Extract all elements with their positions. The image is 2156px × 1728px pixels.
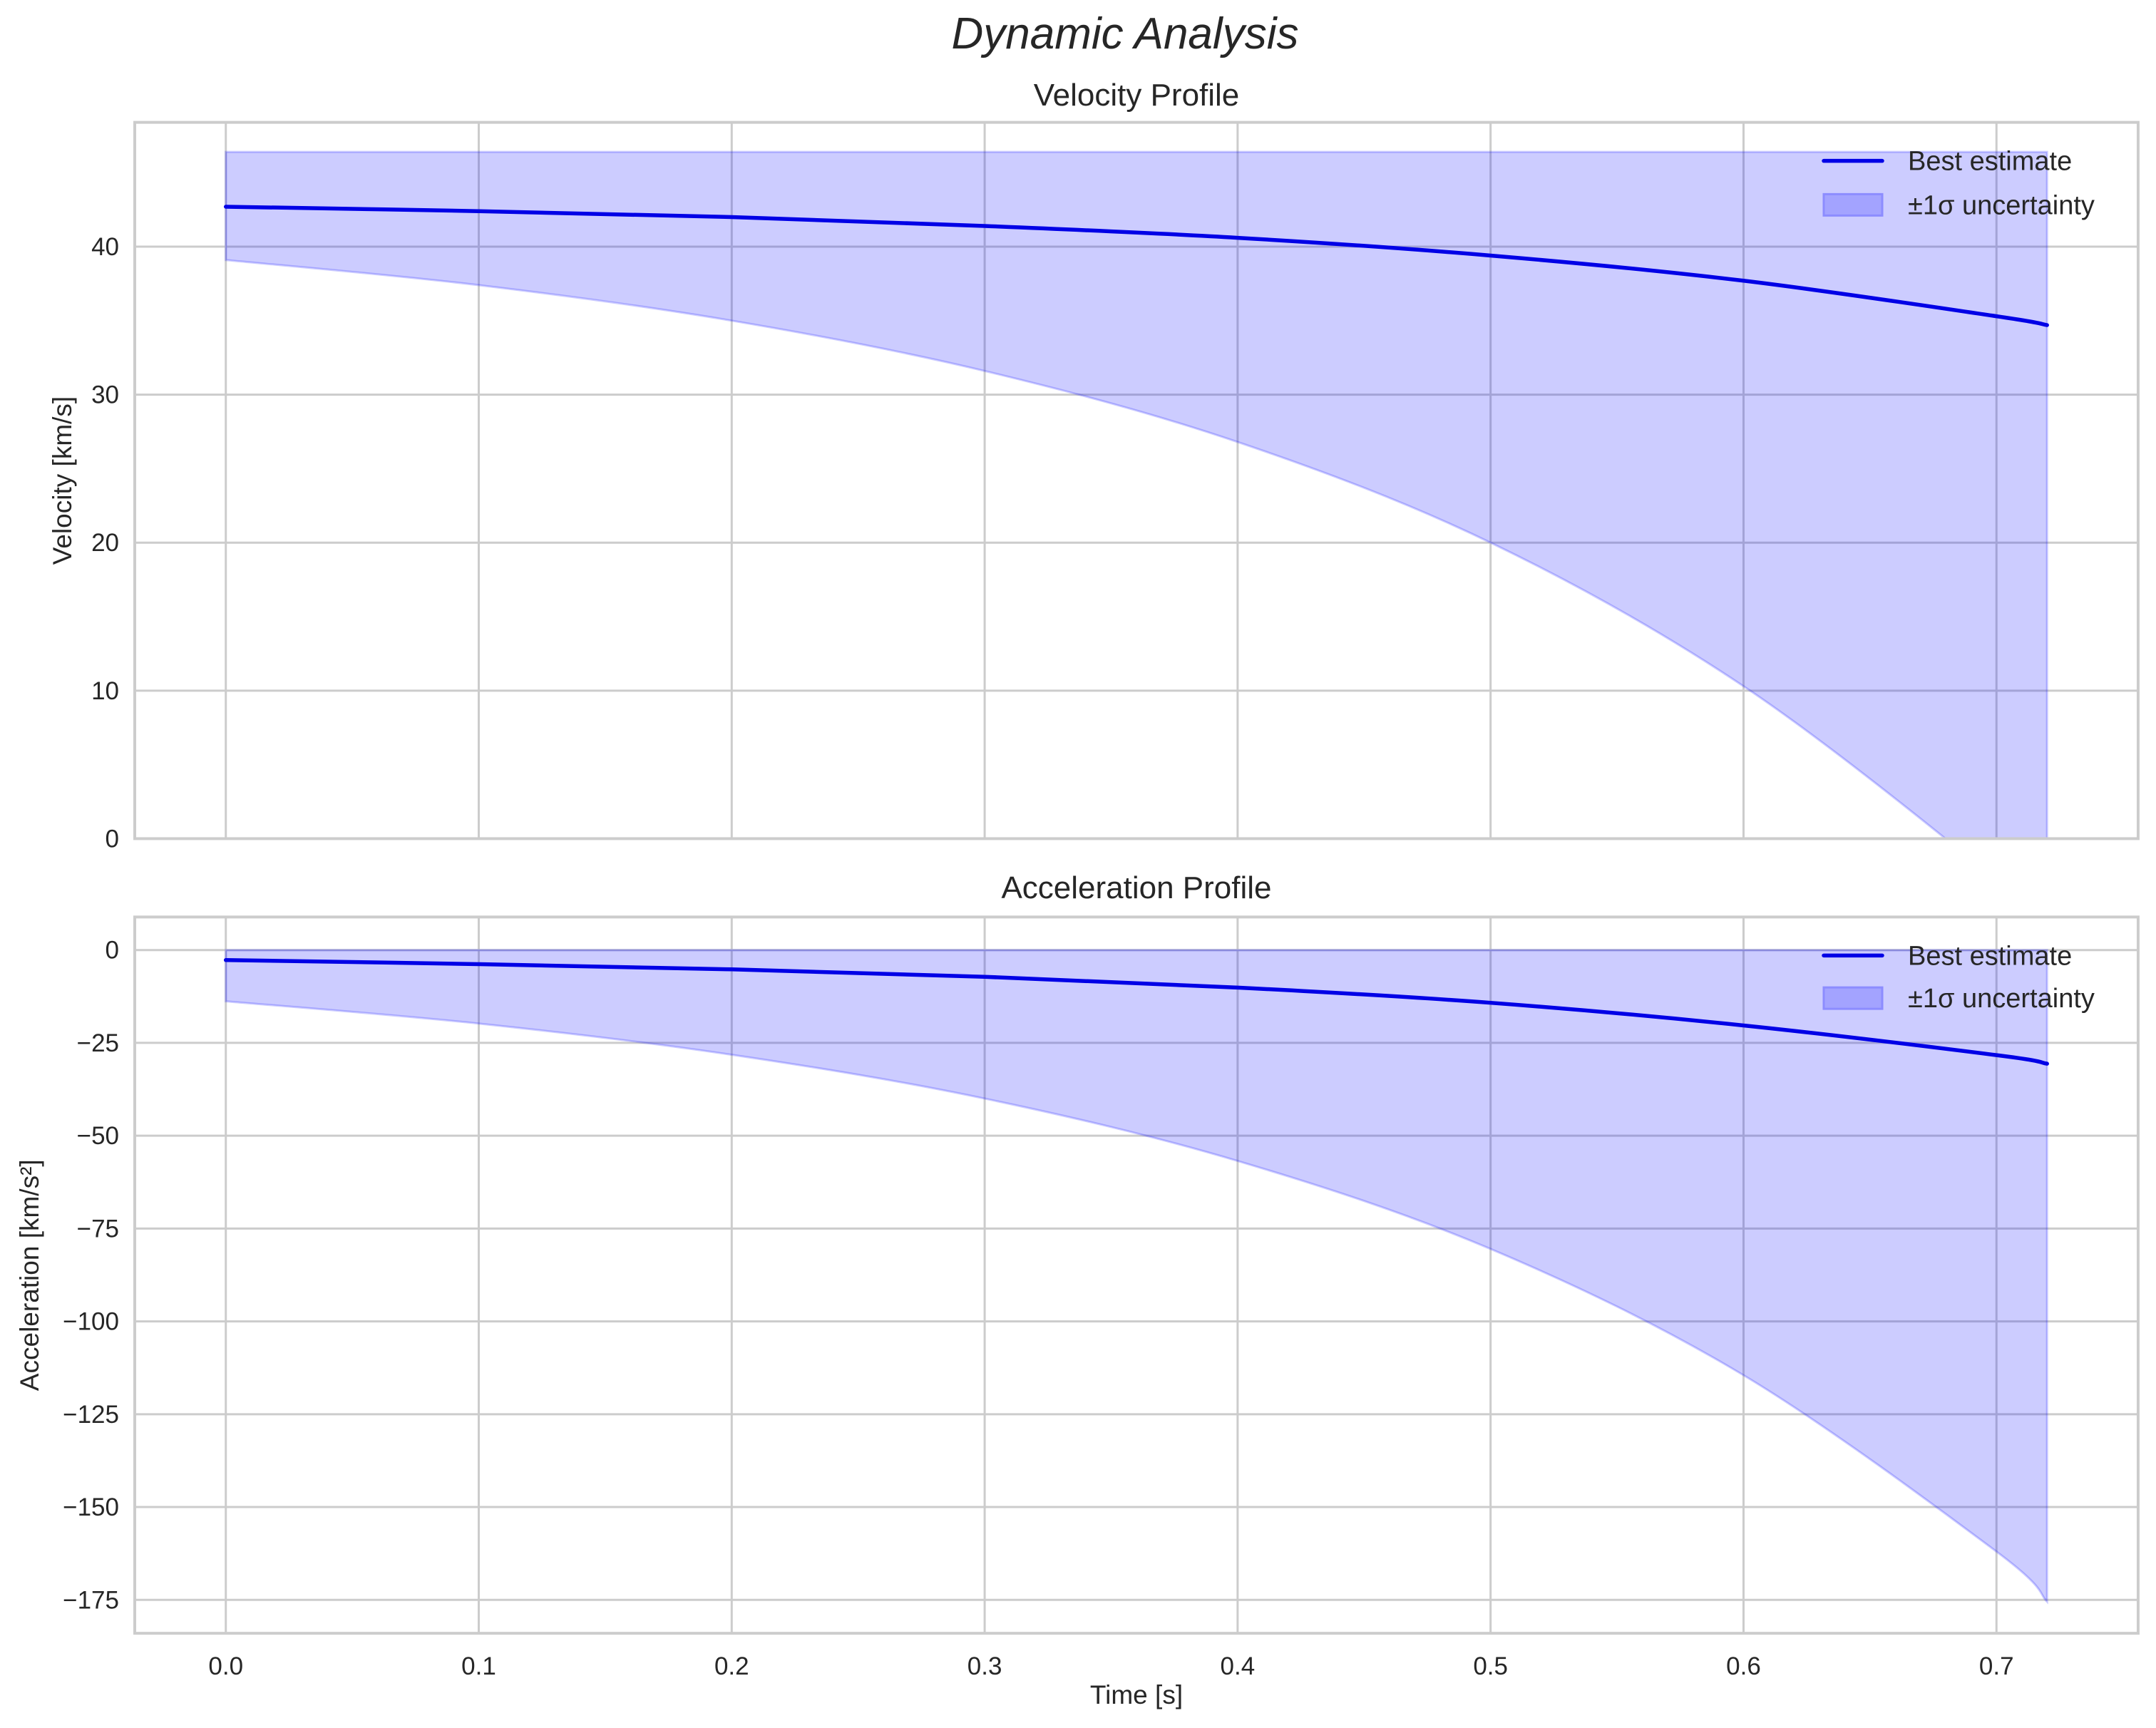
y-tick-label: 30 (91, 381, 119, 409)
x-tick-label: 0.6 (1726, 1652, 1761, 1680)
acceleration-y-ticks: 0 −25 −50 −75 −100 −125 −150 −175 (63, 937, 119, 1615)
y-tick-label: 40 (91, 233, 119, 261)
velocity-title: Velocity Profile (1034, 78, 1240, 113)
velocity-y-ticks: 0 10 20 30 40 (91, 233, 119, 853)
x-axis-label: Time [s] (1090, 1680, 1183, 1709)
x-tick-label: 0.0 (208, 1652, 243, 1680)
y-tick-label: −175 (63, 1586, 119, 1614)
legend-uncertainty-label: ±1σ uncertainty (1908, 984, 2095, 1014)
velocity-axes: Velocity Profile 0 10 20 30 40 Velocity [km/… (48, 78, 2140, 853)
y-tick-label: −25 (77, 1029, 119, 1057)
legend-best-estimate-label: Best estimate (1908, 147, 2072, 177)
acceleration-title: Acceleration Profile (1001, 870, 1271, 905)
y-tick-label: 20 (91, 529, 119, 557)
velocity-y-label: Velocity [km/s] (48, 396, 77, 565)
y-tick-label: 0 (106, 937, 119, 965)
y-tick-label: 0 (106, 825, 119, 853)
legend-uncertainty-label: ±1σ uncertainty (1908, 190, 2095, 220)
y-tick-label: −150 (63, 1493, 119, 1521)
y-tick-label: −100 (63, 1308, 119, 1336)
acceleration-y-label: Acceleration [km/s²] (15, 1159, 44, 1391)
x-tick-label: 0.3 (967, 1652, 1002, 1680)
y-tick-label: −75 (77, 1215, 119, 1243)
acceleration-axes: Acceleration Profile 0 −25 −50 −75 −100 −125 −… (15, 870, 2140, 1709)
legend-best-estimate-label: Best estimate (1908, 941, 2072, 971)
acceleration-axes-frame (133, 915, 2140, 1635)
x-tick-label: 0.1 (461, 1652, 496, 1680)
x-tick-label: 0.2 (714, 1652, 749, 1680)
y-tick-label: −125 (63, 1401, 119, 1429)
legend-band-swatch (1822, 192, 1884, 217)
y-tick-label: −50 (77, 1122, 119, 1150)
x-ticks: 0.0 0.1 0.2 0.3 0.4 0.5 0.6 0.7 (208, 1652, 2013, 1680)
velocity-axes-frame (133, 120, 2140, 840)
velocity-uncertainty-band (225, 150, 2048, 839)
figure-suptitle: Dynamic Analysis (952, 9, 1299, 58)
velocity-best-estimate-line (223, 205, 2049, 327)
y-tick-label: 10 (91, 677, 119, 705)
legend-band-swatch (1822, 986, 1884, 1010)
acceleration-grid (135, 917, 2138, 1634)
x-tick-label: 0.4 (1221, 1652, 1256, 1680)
acceleration-best-estimate-line (223, 958, 2049, 1066)
acceleration-uncertainty-band (225, 949, 2048, 1605)
acceleration-legend: Best estimate ±1σ uncertainty (1822, 941, 2095, 1014)
x-tick-label: 0.5 (1473, 1652, 1508, 1680)
velocity-legend: Best estimate ±1σ uncertainty (1822, 147, 2095, 220)
x-tick-label: 0.7 (1979, 1652, 2014, 1680)
